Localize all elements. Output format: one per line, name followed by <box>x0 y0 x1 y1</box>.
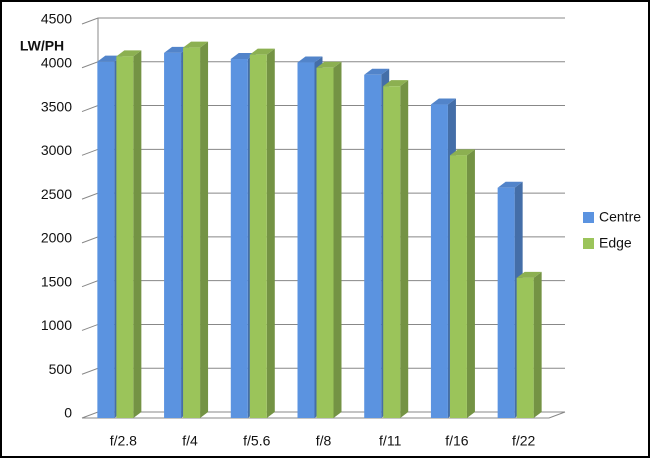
y-tick-label: 2000 <box>41 230 72 246</box>
bar-side <box>333 61 342 419</box>
bar-top <box>297 56 323 63</box>
bar <box>497 187 515 418</box>
y-tick-label: 3500 <box>41 98 72 114</box>
bar-top <box>497 181 523 188</box>
bar-top <box>430 98 456 105</box>
x-tick-label: f/22 <box>512 433 536 449</box>
bar <box>430 104 448 418</box>
bar-side <box>466 149 475 419</box>
legend-swatch <box>583 238 594 249</box>
x-tick-label: f/16 <box>445 433 469 449</box>
bar <box>364 74 382 418</box>
bar-top <box>316 61 342 68</box>
bar <box>516 277 534 418</box>
bar <box>164 52 182 418</box>
bar-side <box>400 80 409 419</box>
bar-side <box>200 41 209 418</box>
y-axis-label: LW/PH <box>20 38 64 54</box>
bar-top <box>97 55 123 62</box>
legend-swatch <box>583 212 594 223</box>
bar <box>183 47 201 418</box>
y-tick-label: 1000 <box>41 317 72 333</box>
bar-top <box>449 149 475 156</box>
y-tick-label: 3000 <box>41 142 72 158</box>
x-tick-label: f/5.6 <box>243 433 270 449</box>
bar-top <box>364 68 390 75</box>
bar-top <box>516 271 542 278</box>
bar <box>316 67 334 419</box>
bar <box>297 62 315 418</box>
bar-top <box>116 50 142 57</box>
bar-top <box>249 48 275 55</box>
legend-label: Centre <box>599 209 641 225</box>
y-tick-label: 4500 <box>41 11 72 27</box>
legend-label: Edge <box>599 235 632 251</box>
bar-top <box>383 80 409 87</box>
bar-top <box>230 53 256 60</box>
bar <box>249 54 267 419</box>
bar-top <box>183 41 209 48</box>
y-tick-label: 2500 <box>41 186 72 202</box>
y-tick-label: 4000 <box>41 54 72 70</box>
floor-edge <box>548 411 566 419</box>
x-tick-label: f/11 <box>379 433 402 449</box>
y-tick-label: 0 <box>64 405 72 421</box>
bar-side <box>266 48 275 419</box>
x-tick-label: f/2.8 <box>110 433 137 449</box>
bar <box>383 86 401 419</box>
bar-side <box>533 271 542 418</box>
bar-top <box>164 46 190 53</box>
bar <box>449 155 467 419</box>
y-tick-label: 1500 <box>41 273 72 289</box>
x-tick-label: f/4 <box>182 433 198 449</box>
bar-side <box>133 50 142 418</box>
bar <box>97 61 115 418</box>
y-tick-label: 500 <box>49 361 73 377</box>
bar <box>116 56 134 418</box>
bar <box>230 59 248 419</box>
x-tick-label: f/8 <box>316 433 332 449</box>
